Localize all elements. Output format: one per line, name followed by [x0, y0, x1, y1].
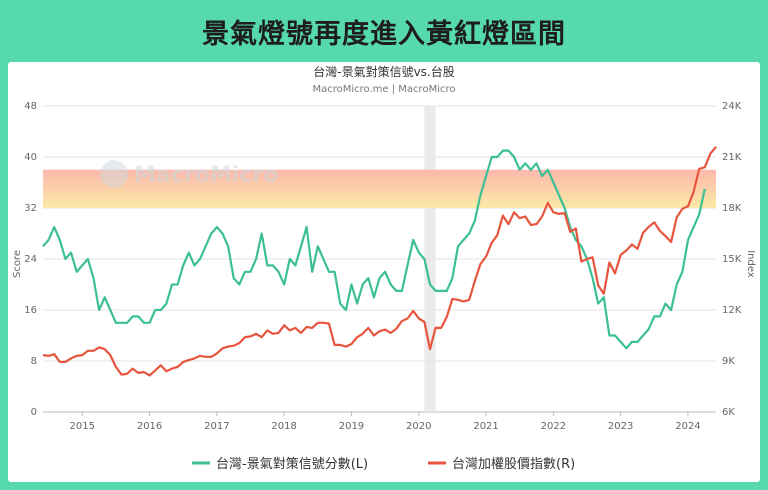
x-tick-label: 2022: [541, 421, 566, 432]
y-right-tick-label: 9K: [722, 356, 735, 367]
x-tick-label: 2021: [473, 421, 498, 432]
chart-subtitle: MacroMicro.me | MacroMicro: [313, 84, 456, 95]
y-right-tick-label: 6K: [722, 407, 735, 418]
series-line-index[interactable]: [42, 146, 717, 377]
shaded-period: [424, 106, 436, 412]
y-right-tick-label: 21K: [722, 152, 742, 163]
axes: 0 6K 8 9K 16 12K 24 15K 32 18K 40 21K 48 24K 2015 2016 2…: [24, 101, 741, 432]
series-lines: [42, 146, 717, 377]
watermark: MacroMicro: [100, 160, 278, 188]
y-axis-right-label: Index: [745, 250, 756, 278]
legend-item-score[interactable]: 台灣-景氣對策信號分數(L): [192, 456, 368, 472]
y-left-tick-label: 32: [24, 203, 37, 214]
y-left-tick-label: 48: [24, 101, 37, 112]
headline: 景氣燈號再度進入黃紅燈區間: [202, 18, 566, 50]
x-tick-label: 2016: [137, 421, 162, 432]
x-tick-label: 2023: [608, 421, 633, 432]
legend-item-index[interactable]: 台灣加權股價指數(R): [428, 457, 575, 472]
chart-title: 台灣-景氣對策信號vs.台股: [313, 64, 455, 79]
chart-card: 台灣-景氣對策信號vs.台股 MacroMicro.me | MacroMicr…: [8, 62, 760, 482]
chart-svg: 台灣-景氣對策信號vs.台股 MacroMicro.me | MacroMicr…: [12, 64, 756, 472]
y-axis-left-label: Score: [12, 250, 23, 278]
legend-label-index: 台灣加權股價指數(R): [452, 457, 575, 472]
x-tick-label: 2017: [204, 421, 229, 432]
y-left-tick-label: 8: [31, 356, 37, 367]
y-left-tick-label: 0: [31, 407, 37, 418]
y-right-tick-label: 15K: [722, 254, 742, 265]
y-right-tick-label: 24K: [722, 101, 742, 112]
shaded-period-layer: [424, 106, 436, 412]
y-left-tick-label: 24: [24, 254, 37, 265]
yellow-red-band-layer: [43, 169, 716, 208]
watermark-text: MacroMicro: [134, 163, 278, 188]
x-tick-label: 2015: [70, 421, 95, 432]
x-tick-label: 2019: [339, 421, 364, 432]
x-tick-label: 2020: [406, 421, 431, 432]
legend-label-score: 台灣-景氣對策信號分數(L): [216, 456, 368, 472]
x-tick-label: 2018: [271, 421, 296, 432]
series-line-score[interactable]: [42, 149, 706, 350]
y-left-tick-label: 16: [24, 305, 37, 316]
y-right-tick-label: 12K: [722, 305, 742, 316]
x-tick-label: 2024: [675, 421, 700, 432]
yellow-red-band: [43, 169, 716, 208]
watermark-logo-icon: [100, 160, 128, 188]
grid: [43, 105, 716, 413]
y-right-tick-label: 18K: [722, 203, 742, 214]
legend: 台灣-景氣對策信號分數(L) 台灣加權股價指數(R): [192, 456, 575, 472]
y-left-tick-label: 40: [24, 152, 37, 163]
